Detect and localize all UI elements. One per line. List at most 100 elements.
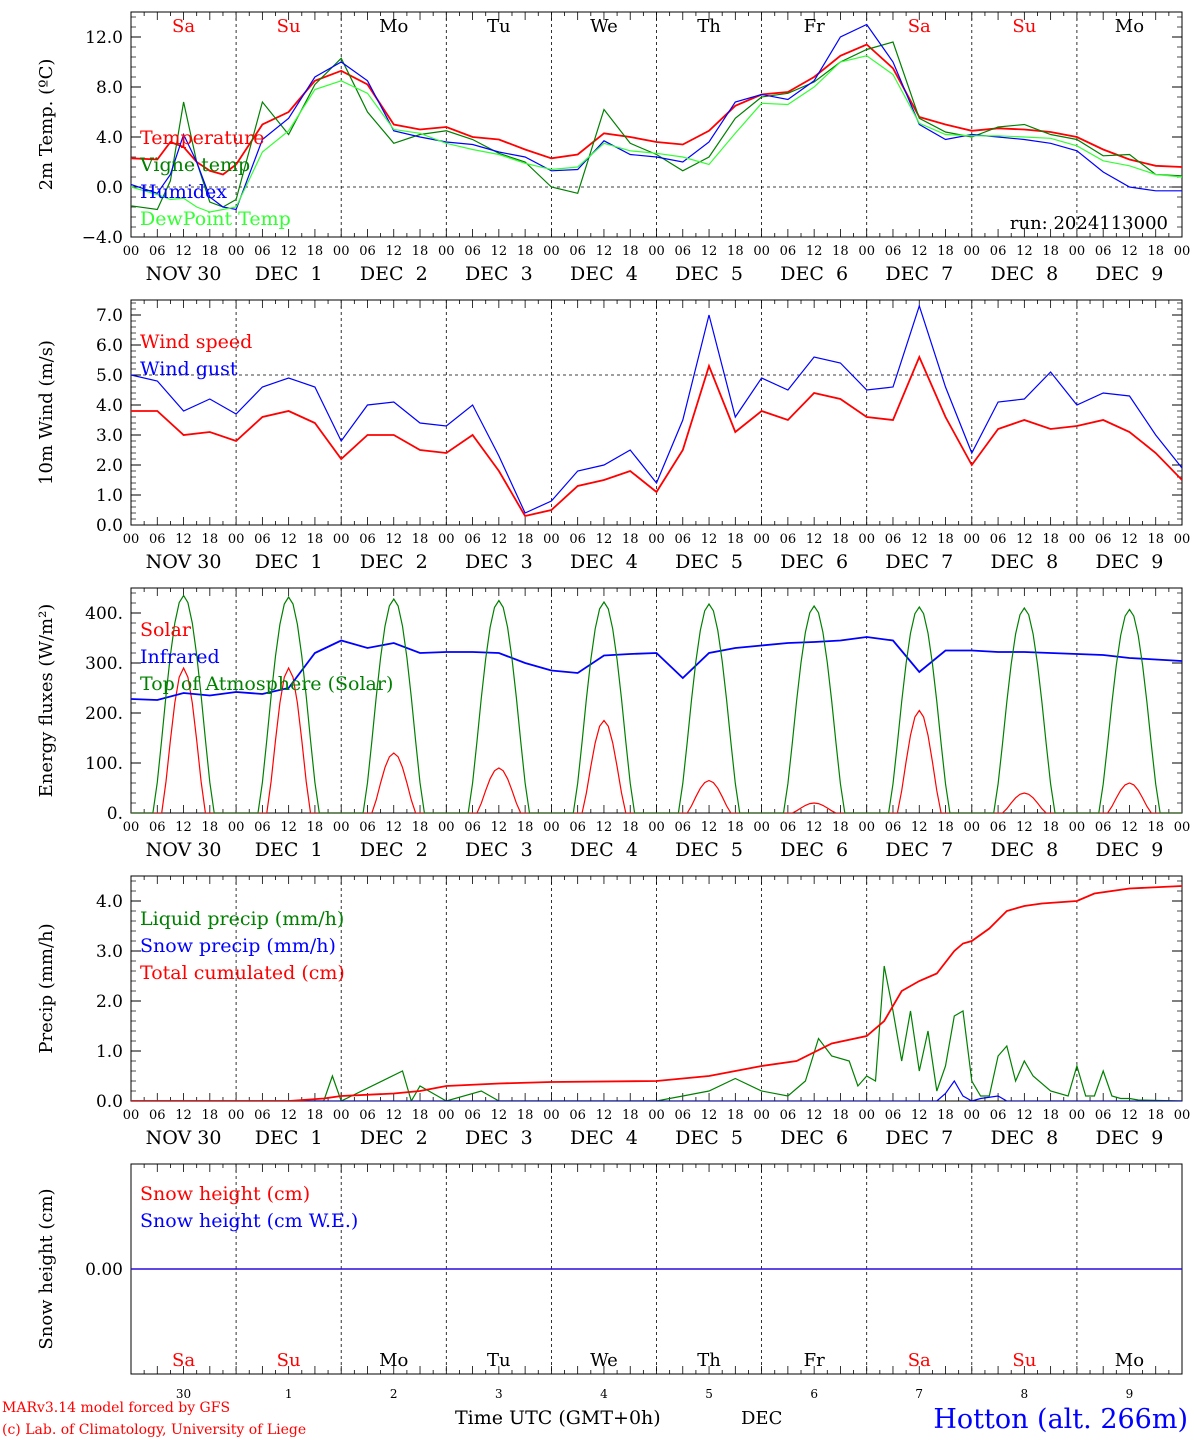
hour-label: 18 xyxy=(307,532,324,547)
hour-label: 00 xyxy=(333,820,350,835)
hour-label: 00 xyxy=(858,532,875,547)
legend-entry: Wind speed xyxy=(140,331,252,353)
day-abbr: Mo xyxy=(379,16,408,37)
date-label: DEC 4 xyxy=(570,551,638,573)
y-tick-label: 0.0 xyxy=(96,178,123,198)
hour-label: 12 xyxy=(385,820,402,835)
hour-label: 18 xyxy=(937,820,954,835)
hour-label: 12 xyxy=(596,532,613,547)
hour-label: 06 xyxy=(1095,244,1112,259)
day-abbr: Mo xyxy=(379,1350,408,1371)
day-abbr: Su xyxy=(277,16,301,37)
y-tick-label: 3.0 xyxy=(96,426,123,446)
hour-label: 12 xyxy=(175,820,192,835)
hour-label: 00 xyxy=(753,1108,770,1123)
series-group xyxy=(131,23,1182,213)
hour-label: 00 xyxy=(438,1108,455,1123)
hour-label: 12 xyxy=(491,820,508,835)
hour-label: 12 xyxy=(1121,532,1138,547)
date-label: NOV 30 xyxy=(146,1127,222,1149)
date-label: DEC 1 xyxy=(255,551,323,573)
series-line xyxy=(131,666,1182,813)
panel-5: 0.00 Snow height (cm) Snow height (cm) Snow… xyxy=(36,1163,1183,1401)
date-label: DEC 1 xyxy=(255,1127,323,1149)
hour-label: 18 xyxy=(1147,532,1164,547)
date-label: DEC 8 xyxy=(990,263,1058,285)
hour-label: 18 xyxy=(622,244,639,259)
hour-label: 12 xyxy=(175,1108,192,1123)
series-line xyxy=(131,965,1182,1101)
hour-label: 00 xyxy=(333,1108,350,1123)
day-abbr: Su xyxy=(277,1350,301,1371)
y-tick-label: 5.0 xyxy=(96,366,123,386)
day-abbr: Su xyxy=(1012,16,1036,37)
hour-label: 00 xyxy=(1069,244,1086,259)
day-abbr: Tu xyxy=(487,1350,511,1371)
hour-label: 12 xyxy=(280,244,297,259)
hour-label: 12 xyxy=(1121,1108,1138,1123)
hour-label: 18 xyxy=(727,532,744,547)
hour-label: 00 xyxy=(333,532,350,547)
legend-entry: Wind gust xyxy=(140,358,238,380)
hour-label: 06 xyxy=(885,1108,902,1123)
date-label: DEC 9 xyxy=(1096,263,1164,285)
y-tick-label: 0. xyxy=(107,804,123,824)
y-tick-label: 3.0 xyxy=(96,942,123,962)
date-label: DEC 8 xyxy=(990,1127,1058,1149)
date-label: DEC 5 xyxy=(675,263,743,285)
footer: MARv3.14 model forced by GFS (c) Lab. of… xyxy=(2,1400,1188,1438)
hour-label: 12 xyxy=(1016,1108,1033,1123)
hour-label: 18 xyxy=(622,820,639,835)
hour-label: 06 xyxy=(359,1108,376,1123)
hour-label: 12 xyxy=(1121,820,1138,835)
series-line xyxy=(131,41,1182,211)
hour-label: 18 xyxy=(832,532,849,547)
panel-3: 0. 100. 200. 300. 400. Energy fluxes (W/m²) So… xyxy=(36,587,1190,861)
hour-label: 18 xyxy=(412,532,429,547)
hour-label: 18 xyxy=(622,532,639,547)
y-tick-label: 6.0 xyxy=(96,336,123,356)
y-tick-label: 300. xyxy=(85,654,123,674)
day-abbr: Th xyxy=(697,1350,721,1371)
hour-label: 00 xyxy=(543,532,560,547)
date-label: DEC 7 xyxy=(885,263,953,285)
hour-label: 18 xyxy=(517,1108,534,1123)
hour-label: 12 xyxy=(280,1108,297,1123)
hour-label: 12 xyxy=(806,1108,823,1123)
day-abbr: Sa xyxy=(172,16,195,37)
station-label: Hotton (alt. 266m) xyxy=(933,1404,1188,1435)
hour-label: 12 xyxy=(911,532,928,547)
hour-label: 12 xyxy=(701,820,718,835)
date-label: DEC 7 xyxy=(885,551,953,573)
hour-label: 00 xyxy=(1174,1108,1191,1123)
date-label: DEC 3 xyxy=(465,1127,533,1149)
hour-label: 18 xyxy=(832,244,849,259)
hour-label: 06 xyxy=(1095,820,1112,835)
date-label: DEC 9 xyxy=(1096,551,1164,573)
hour-label: 06 xyxy=(254,532,271,547)
hour-label: 18 xyxy=(307,244,324,259)
panels: −4.00.04.08.012.02m Temp. (ºC) Temperatur… xyxy=(36,11,1191,1401)
day-abbr: Mo xyxy=(1115,16,1144,37)
day-abbr: Th xyxy=(697,16,721,37)
hour-label: 18 xyxy=(517,532,534,547)
legend-entry: Total cumulated (cm) xyxy=(140,962,345,984)
date-label: DEC 9 xyxy=(1096,839,1164,861)
hour-label: 06 xyxy=(254,244,271,259)
hour-label: 06 xyxy=(780,820,797,835)
legend-entry: Liquid precip (mm/h) xyxy=(140,908,344,930)
hour-label: 00 xyxy=(964,820,981,835)
hour-label: 18 xyxy=(937,1108,954,1123)
day-number: 8 xyxy=(1021,1387,1029,1401)
y-tick-label: 8.0 xyxy=(96,78,123,98)
hour-label: 18 xyxy=(412,820,429,835)
date-label: DEC 3 xyxy=(465,839,533,861)
hour-label: 18 xyxy=(622,1108,639,1123)
hour-label: 18 xyxy=(727,820,744,835)
hour-label: 18 xyxy=(202,1108,219,1123)
series-line xyxy=(131,885,1182,1101)
hour-label: 12 xyxy=(911,820,928,835)
day-number: 4 xyxy=(600,1387,608,1401)
date-label: DEC 5 xyxy=(675,1127,743,1149)
hour-label: 12 xyxy=(385,532,402,547)
